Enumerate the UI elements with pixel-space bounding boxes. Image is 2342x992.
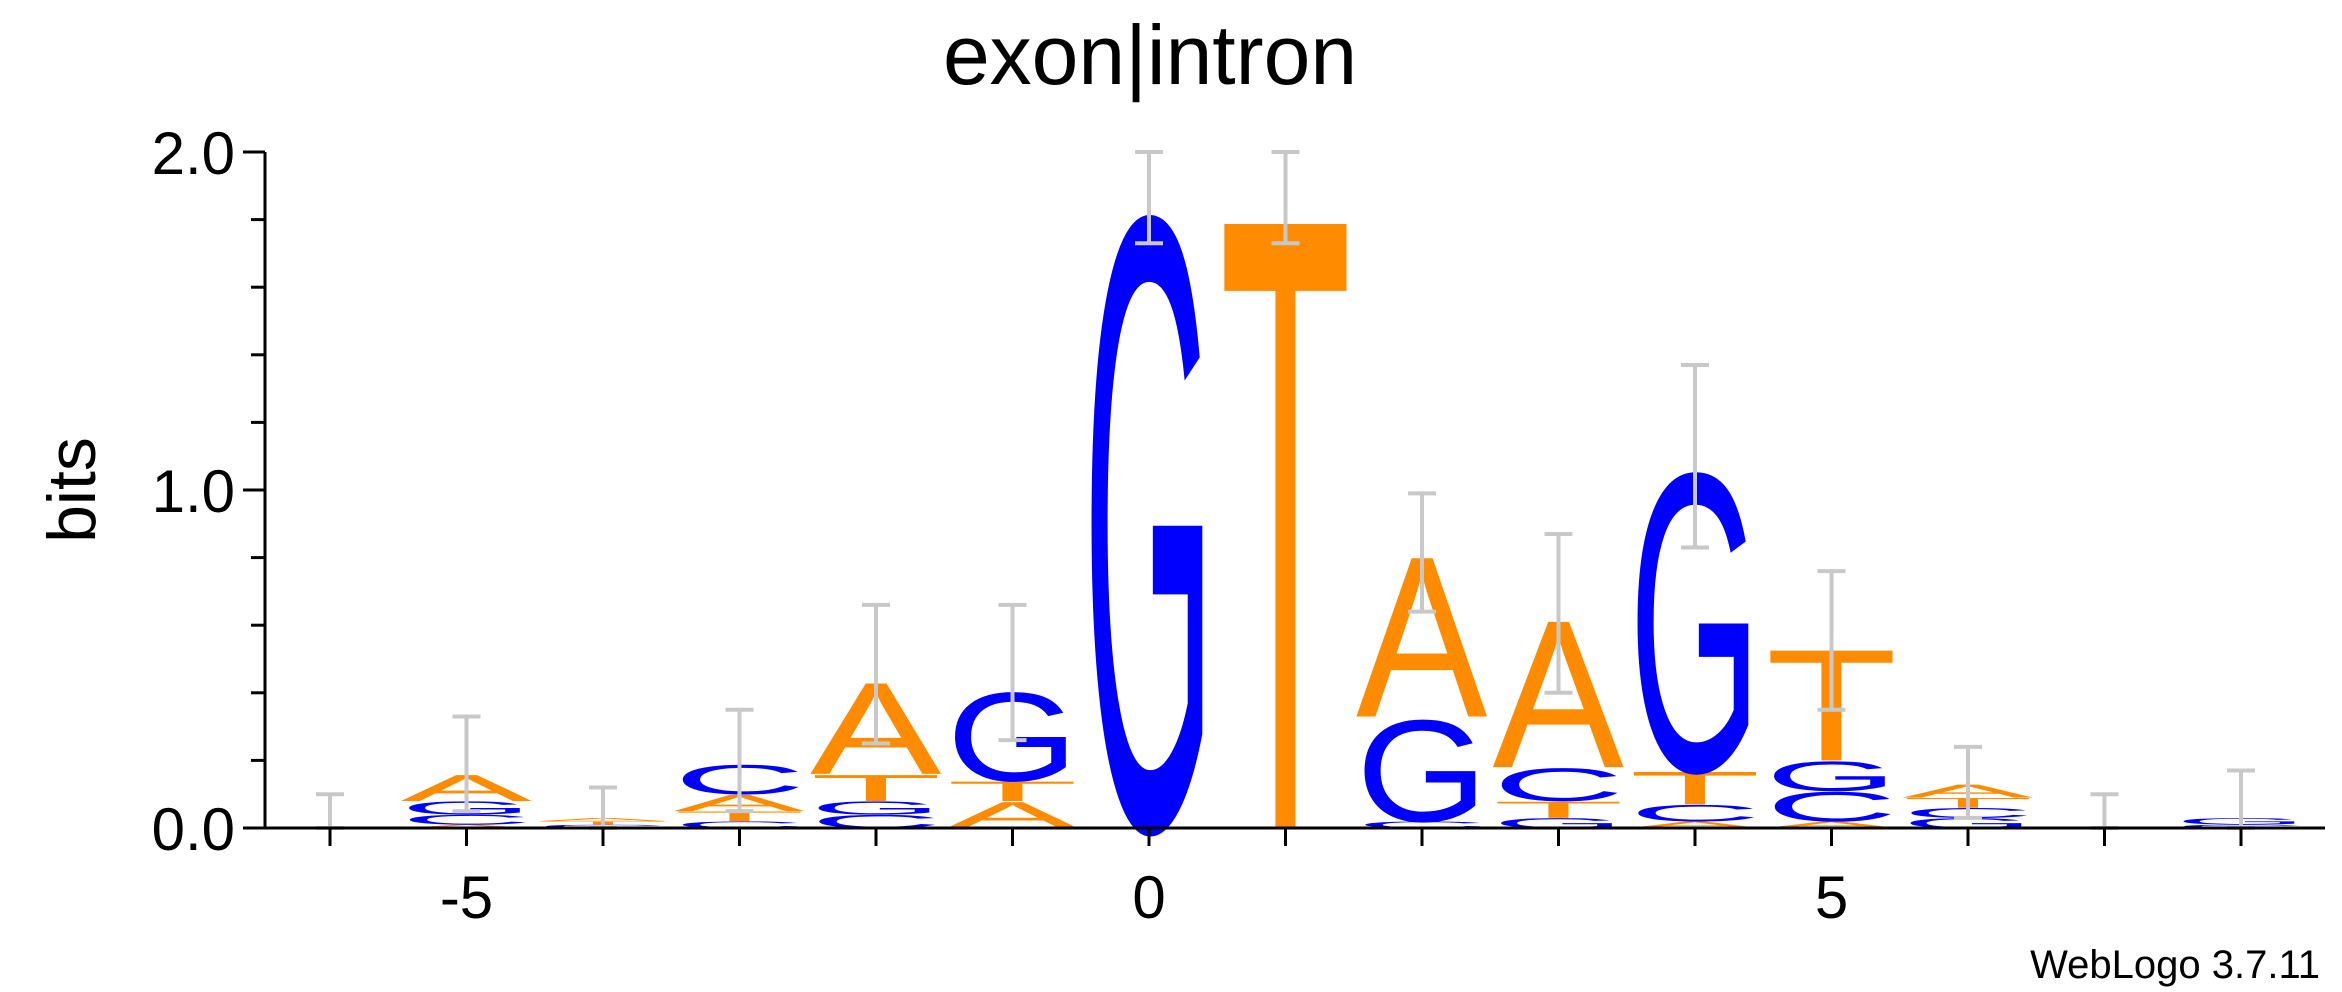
logo-letter-C: C [401, 812, 533, 828]
logo-letter-G: G [810, 798, 942, 819]
logo-letter-C: C [1766, 783, 1898, 830]
logo-letter-G: G [1356, 691, 1488, 853]
logo-letter-A: A [1766, 820, 1897, 831]
y-axis-label: bits [34, 437, 110, 543]
error-bars [316, 150, 2255, 830]
logo-letter-C: C [1356, 820, 1488, 830]
y-tick-label: 1.0 [152, 458, 235, 525]
x-tick-label: -5 [440, 864, 493, 931]
logo-letter-A: A [1629, 820, 1760, 831]
letter-stacks: ACGACTACTACCGTAATGGTCGAGTCAACTGACGTGCTAC… [401, 34, 2307, 992]
logo-letter-T: T [947, 776, 1079, 807]
logo-letter-A: A [401, 824, 532, 829]
logo-letter-C: C [674, 820, 806, 830]
y-tick-label: 0.0 [152, 796, 235, 863]
logo-letter-C: C [1629, 800, 1761, 826]
logo-letter-T: T [1629, 762, 1761, 815]
x-tick-label: 5 [1815, 864, 1848, 931]
weblogo-credit: WebLogo 3.7.11 [2030, 943, 2320, 987]
logo-letter-G: G [1766, 753, 1898, 800]
chart-title: exon|intron [943, 8, 1357, 102]
axes: 0.0 1.0 2.0 -5 0 5 [152, 120, 2325, 931]
logo-letter-T: T [810, 767, 942, 809]
logo-letter-T: T [1493, 797, 1625, 823]
x-tick-label: 0 [1132, 864, 1165, 931]
y-tick-label: 2.0 [152, 120, 235, 187]
logo-letter-C: C [1493, 759, 1625, 811]
logo-letter-T: T [674, 809, 806, 825]
